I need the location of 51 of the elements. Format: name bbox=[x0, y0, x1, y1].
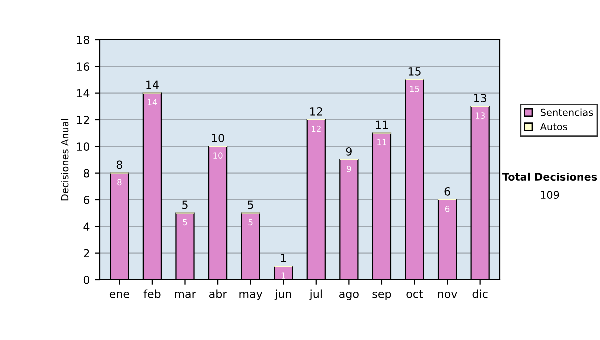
y-tick-label: 8 bbox=[84, 169, 90, 178]
total-label: 14 bbox=[146, 80, 159, 90]
y-tick-label: 2 bbox=[84, 249, 90, 258]
data-label: 12 bbox=[312, 126, 321, 132]
x-tick-label: feb bbox=[144, 290, 161, 298]
text: 109 bbox=[541, 191, 560, 200]
x-tick-label: mar bbox=[175, 292, 196, 298]
x-tick-label: ago bbox=[340, 292, 359, 300]
x-tick-label: may bbox=[240, 292, 263, 300]
y-tick-label: 14 bbox=[77, 89, 90, 98]
data-label: 6 bbox=[445, 206, 450, 212]
x-tick-label: abr bbox=[209, 290, 228, 298]
total-label: 5 bbox=[248, 200, 254, 210]
data-label: 10 bbox=[214, 152, 223, 159]
y-tick-label: 16 bbox=[77, 62, 90, 72]
y-tick-label: 4 bbox=[84, 222, 90, 231]
data-label: 15 bbox=[410, 86, 420, 92]
x-tick-label: oct bbox=[406, 290, 424, 298]
legend-label: Autos bbox=[540, 123, 568, 131]
total-label: 5 bbox=[182, 200, 188, 210]
y-tick-label: 6 bbox=[84, 196, 90, 204]
data-label: 5 bbox=[183, 219, 188, 226]
y-tick-label: 10 bbox=[77, 142, 90, 152]
data-label: 8 bbox=[118, 179, 122, 186]
data-label: 1 bbox=[282, 272, 286, 279]
total-label: 1 bbox=[281, 254, 286, 262]
y-axis-title: Decisiones Anual bbox=[61, 119, 69, 201]
total-label: 8 bbox=[116, 160, 122, 170]
total-label: 6 bbox=[444, 187, 450, 196]
data-label: 9 bbox=[347, 166, 352, 172]
text: Total Decisiones bbox=[502, 172, 598, 182]
total-label: 9 bbox=[346, 147, 352, 156]
total-label: 15 bbox=[408, 68, 421, 76]
x-tick-label: jul bbox=[310, 290, 322, 300]
x-tick-label: sep bbox=[372, 292, 392, 300]
total-label: 11 bbox=[376, 120, 388, 130]
x-tick-label: dic bbox=[472, 290, 488, 298]
total-label: 10 bbox=[212, 134, 224, 143]
total-label: 12 bbox=[310, 107, 322, 116]
data-label: 5 bbox=[248, 219, 253, 226]
x-tick-label: nov bbox=[438, 292, 458, 298]
legend-label: Sentencias bbox=[540, 108, 594, 116]
x-tick-label: jun bbox=[274, 290, 292, 300]
y-tick-label: 18 bbox=[77, 36, 90, 44]
y-tick-label: 0 bbox=[84, 276, 90, 284]
total-label: 13 bbox=[474, 94, 487, 103]
data-label: 11 bbox=[378, 139, 386, 146]
data-label: 14 bbox=[148, 99, 158, 106]
data-label: 13 bbox=[476, 112, 485, 119]
y-tick-label: 12 bbox=[77, 116, 90, 124]
x-tick-label: ene bbox=[110, 292, 130, 298]
